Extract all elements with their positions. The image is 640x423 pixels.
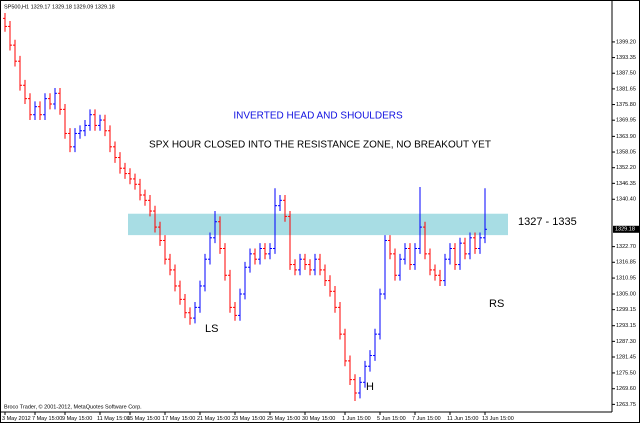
annotation-rs: RS — [489, 298, 504, 310]
x-tick-label: 11 Jun 15:00 — [447, 416, 478, 422]
y-tick-label: 1363.90 — [616, 134, 636, 140]
chart-header: SP500,H1 1329.17 1329.18 1329.09 1329.18 — [4, 4, 115, 10]
y-tick-label: 1287.30 — [616, 339, 636, 345]
x-tick-label: 17 May 15:00 — [162, 416, 195, 422]
bars — [3, 13, 487, 402]
x-tick-label: 5 Jun 15:00 — [377, 416, 406, 422]
x-tick-label: 7 May 15:00 — [32, 416, 62, 422]
x-tick-label: 3 May 2012 — [2, 416, 31, 422]
y-tick-label: 1369.95 — [616, 118, 636, 124]
y-tick-label: 1281.45 — [616, 354, 636, 360]
y-tick-label: 1340.40 — [616, 197, 636, 203]
y-tick-label: 1393.35 — [616, 55, 636, 61]
y-tick-label: 1387.50 — [616, 71, 636, 77]
y-tick-label: 1399.20 — [616, 39, 636, 45]
chart-subtitle: SPX HOUR CLOSED INTO THE RESISTANCE ZONE… — [149, 140, 491, 151]
last-price-box — [613, 225, 640, 233]
y-tick-label: 1316.85 — [616, 260, 636, 266]
y-tick-label: 1299.15 — [616, 307, 636, 313]
x-tick-label: 25 May 15:00 — [267, 416, 300, 422]
x-tick-label: 7 Jun 15:00 — [412, 416, 441, 422]
y-tick-label: 1346.35 — [616, 181, 636, 187]
y-tick-label: 1322.70 — [616, 244, 636, 250]
x-tick-label: 21 May 15:00 — [197, 416, 230, 422]
y-tick-label: 1263.75 — [616, 402, 636, 408]
x-tick-label: 13 Jun 15:00 — [482, 416, 514, 422]
y-tick-label: 1375.80 — [616, 102, 636, 108]
y-tick-label: 1269.60 — [616, 386, 636, 392]
y-tick-label: 1275.50 — [616, 370, 636, 376]
chart-footer: Broco Trader, © 2001-2012, MetaQuotes So… — [4, 403, 142, 410]
zone-layer — [128, 213, 508, 236]
y-tick-label: 1358.05 — [616, 149, 636, 155]
x-tick-label: 23 May 15:00 — [232, 416, 265, 422]
y-tick-label: 1305.00 — [616, 291, 636, 297]
x-tick-label: 1 Jun 15:00 — [342, 416, 371, 422]
x-tick-label: 15 May 15:00 — [127, 416, 160, 422]
annotation-ls: LS — [205, 323, 218, 335]
last-price-label: 1329.18 — [615, 227, 635, 233]
y-tick-label: 1293.15 — [616, 323, 636, 329]
x-tick-label: 9 May 15:00 — [62, 416, 92, 422]
y-tick-label: 1310.95 — [616, 276, 636, 282]
zone-label: 1327 - 1335 — [518, 216, 577, 228]
x-tick-label: 30 May 15:00 — [302, 416, 335, 422]
y-tick-label: 1352.20 — [616, 165, 636, 171]
y-tick-label: 1381.65 — [616, 86, 636, 92]
x-tick-label: 11 May 15:00 — [97, 416, 130, 422]
resistance-zone — [128, 213, 508, 236]
chart-title: INVERTED HEAD AND SHOULDERS — [233, 111, 403, 122]
annotation-h: H — [366, 381, 374, 393]
